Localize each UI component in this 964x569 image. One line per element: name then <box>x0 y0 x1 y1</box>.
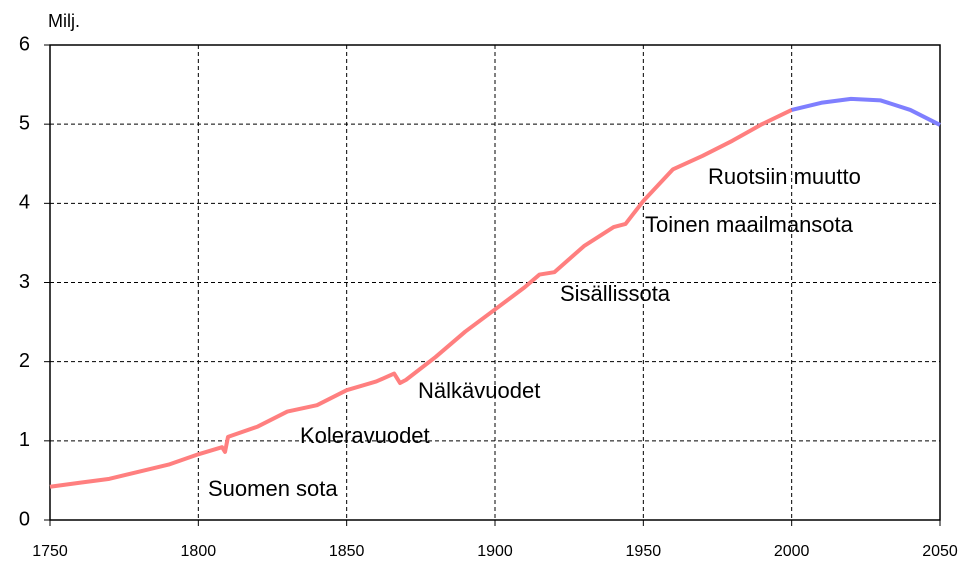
annotation: Suomen sota <box>208 476 338 501</box>
annotation: Ruotsiin muutto <box>708 164 861 189</box>
y-tick-label: 2 <box>19 350 30 372</box>
x-tick-label: 1800 <box>181 543 217 560</box>
x-tick-label: 1950 <box>626 543 662 560</box>
y-tick-label: 1 <box>19 429 30 451</box>
series-line <box>49 108 793 489</box>
annotation: Sisällissota <box>560 281 671 306</box>
x-tick-label: 2000 <box>774 543 810 560</box>
x-tick-label: 1750 <box>32 543 68 560</box>
y-tick-label: 3 <box>19 271 30 293</box>
plot-frame <box>49 44 941 521</box>
y-axis-label: Milj. <box>48 11 80 31</box>
y-tick-label: 6 <box>19 33 30 55</box>
series-line <box>791 96 941 127</box>
x-tick-label: 1900 <box>477 543 513 560</box>
y-tick-label: 5 <box>19 112 30 134</box>
annotation: Toinen maailmansota <box>645 212 854 237</box>
x-tick-label: 2050 <box>922 543 958 560</box>
y-tick-label: 4 <box>19 192 30 214</box>
annotation: Koleravuodet <box>300 423 430 448</box>
x-tick-label: 1850 <box>329 543 365 560</box>
y-tick-label: 0 <box>19 508 30 530</box>
annotation: Nälkävuodet <box>418 378 540 403</box>
